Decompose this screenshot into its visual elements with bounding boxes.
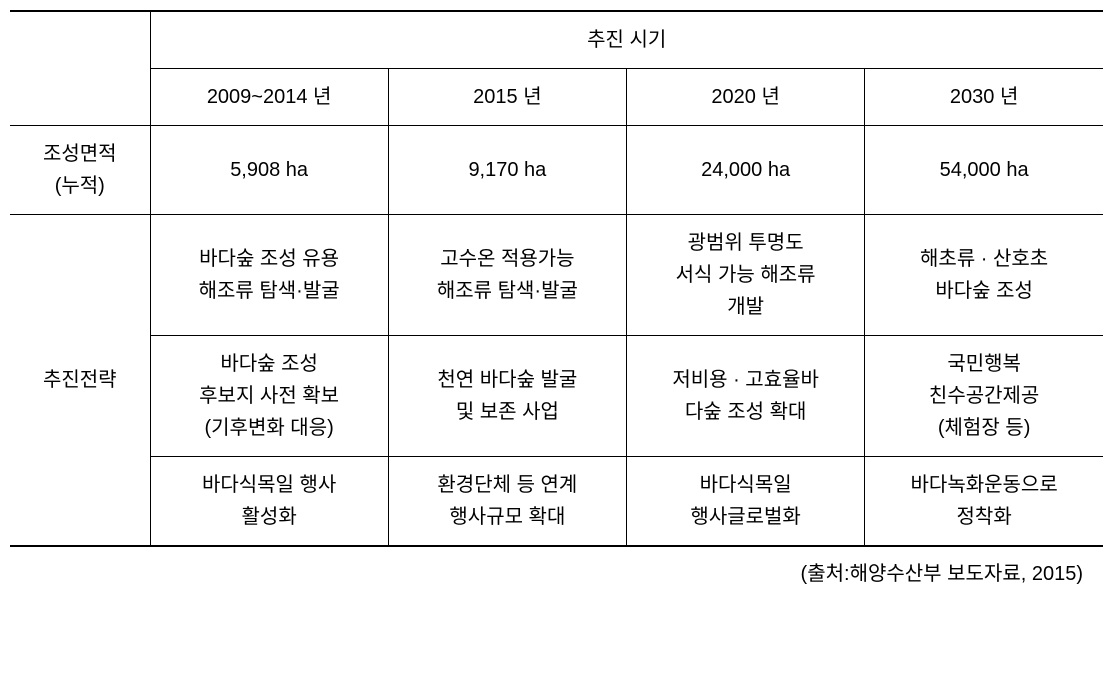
strategy-cell-2-0: 바다식목일 행사활성화 [150, 457, 388, 547]
strategy-cell-0-1: 고수온 적용가능해조류 탐색·발굴 [388, 215, 626, 336]
strategy-cell-2-3: 바다녹화운동으로정착화 [865, 457, 1103, 547]
strategy-cell-1-3: 국민행복친수공간제공(체험장 등) [865, 336, 1103, 457]
strategy-cell-0-3: 해초류 · 산호초바다숲 조성 [865, 215, 1103, 336]
period-header-2: 2020 년 [627, 69, 865, 126]
strategy-cell-2-1: 환경단체 등 연계행사규모 확대 [388, 457, 626, 547]
period-header-0: 2009~2014 년 [150, 69, 388, 126]
area-cell-0: 5,908 ha [150, 126, 388, 215]
data-table: 추진 시기 2009~2014 년 2015 년 2020 년 2030 년 조… [10, 10, 1103, 547]
strategy-cell-1-2: 저비용 · 고효율바다숲 조성 확대 [627, 336, 865, 457]
header-group: 추진 시기 [150, 11, 1103, 69]
area-cell-2: 24,000 ha [627, 126, 865, 215]
strategy-cell-1-1: 천연 바다숲 발굴및 보존 사업 [388, 336, 626, 457]
area-cell-1: 9,170 ha [388, 126, 626, 215]
strategy-cell-0-2: 광범위 투명도서식 가능 해조류개발 [627, 215, 865, 336]
strategy-cell-1-0: 바다숲 조성후보지 사전 확보(기후변화 대응) [150, 336, 388, 457]
source-citation: (출처:해양수산부 보도자료, 2015) [10, 547, 1103, 586]
period-header-3: 2030 년 [865, 69, 1103, 126]
period-header-1: 2015 년 [388, 69, 626, 126]
strategy-cell-2-2: 바다식목일행사글로벌화 [627, 457, 865, 547]
strategy-label: 추진전략 [10, 215, 150, 547]
area-label: 조성면적(누적) [10, 126, 150, 215]
strategy-cell-0-0: 바다숲 조성 유용해조류 탐색·발굴 [150, 215, 388, 336]
area-cell-3: 54,000 ha [865, 126, 1103, 215]
empty-header-cell [10, 11, 150, 126]
